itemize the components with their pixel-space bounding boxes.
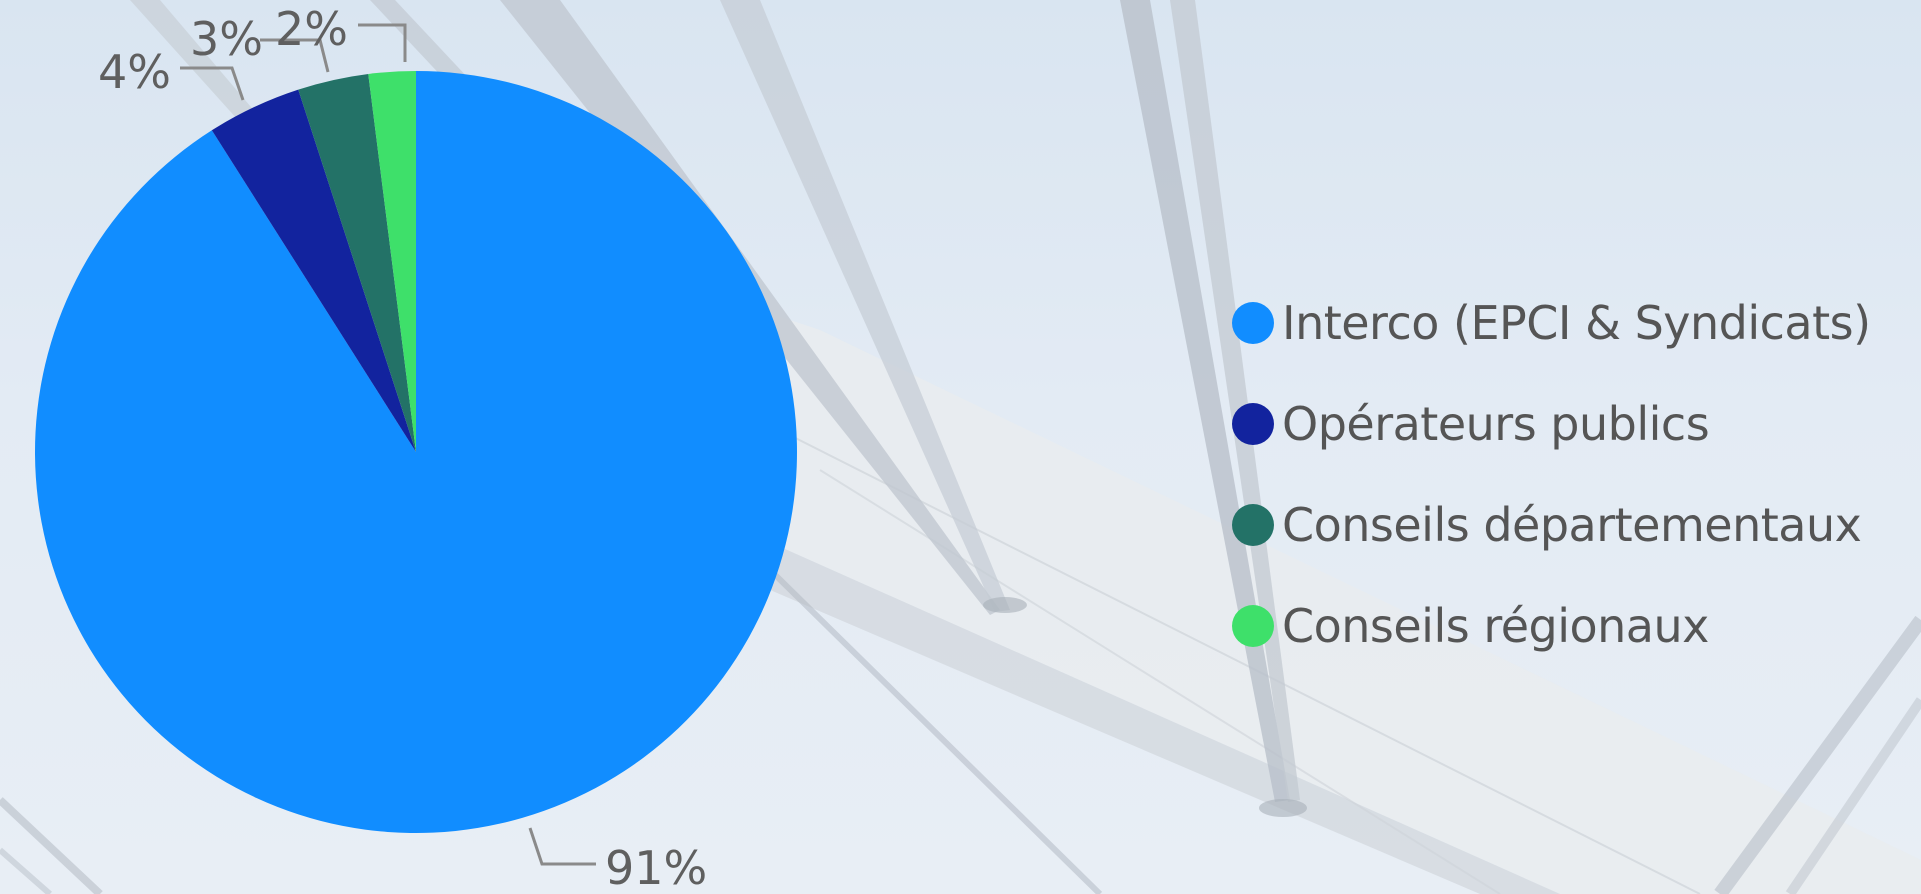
pie-slice-4[interactable] — [368, 71, 416, 452]
pie-slice-2[interactable] — [211, 89, 416, 453]
legend-item[interactable]: Interco (EPCI & Syndicats) — [1232, 272, 1912, 373]
chart-legend: Interco (EPCI & Syndicats) Opérateurs pub… — [1232, 272, 1912, 676]
pie-slice-3[interactable] — [298, 74, 416, 452]
data-label-1: 91% — [605, 841, 707, 894]
legend-swatch-icon — [1232, 301, 1274, 344]
leader-line-1 — [528, 827, 596, 866]
data-label-2: 4% — [98, 45, 171, 99]
leader-line-4 — [358, 23, 407, 62]
legend-label: Interco (EPCI & Syndicats) — [1282, 295, 1871, 350]
leader-line-2 — [180, 66, 245, 101]
legend-item[interactable]: Conseils régionaux — [1232, 575, 1912, 676]
legend-item[interactable]: Opérateurs publics — [1232, 373, 1912, 474]
legend-swatch-icon — [1232, 604, 1274, 647]
leader-line-3 — [260, 38, 330, 73]
legend-label: Opérateurs publics — [1282, 396, 1710, 451]
data-label-4: 2% — [275, 2, 348, 56]
legend-label: Conseils régionaux — [1282, 598, 1709, 653]
legend-swatch-icon — [1232, 402, 1274, 445]
legend-label: Conseils départementaux — [1282, 497, 1862, 552]
legend-item[interactable]: Conseils départementaux — [1232, 474, 1912, 575]
legend-swatch-icon — [1232, 503, 1274, 546]
data-label-3: 3% — [190, 12, 263, 66]
